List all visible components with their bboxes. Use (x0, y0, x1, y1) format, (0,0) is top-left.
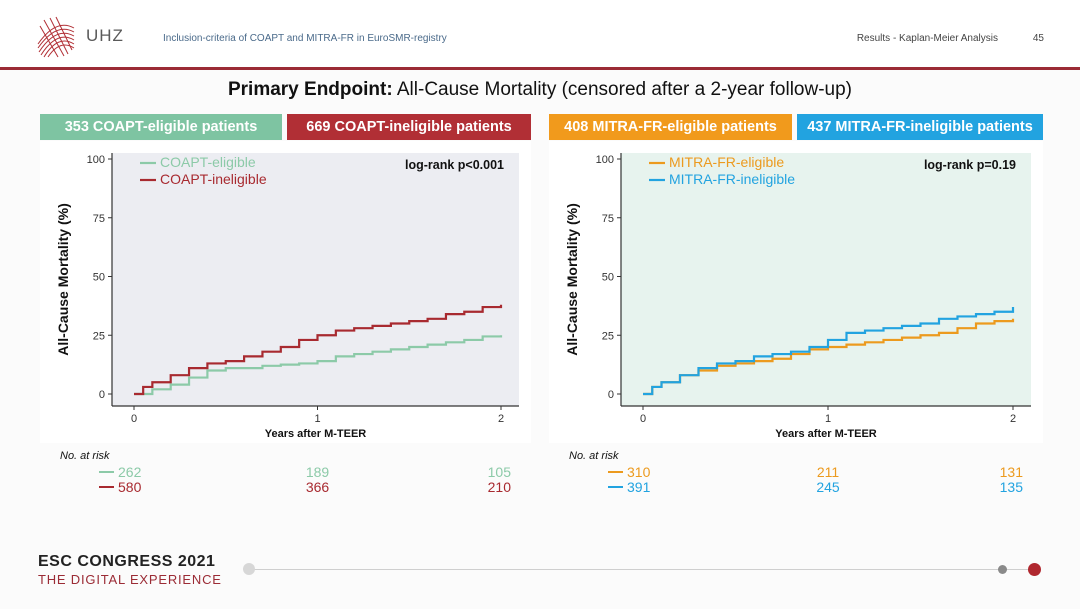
chart1-x-axis-label: Years after M-TEER (775, 428, 877, 440)
chart1-y-tick-label: 25 (602, 330, 614, 342)
risk0-value: 210 (488, 479, 512, 495)
chart0-legend-label-1: COAPT-ineligible (160, 171, 267, 187)
chart1-y-axis-label: All-Cause Mortality (%) (564, 203, 580, 355)
chart1-y-tick-label: 50 (602, 272, 614, 284)
risk-table-mitra: No. at risk 310 211 131 391 245 135 (569, 450, 1024, 495)
footer-congress: ESC CONGRESS 2021 (38, 553, 216, 570)
risk1-value: 135 (1000, 479, 1024, 495)
chart1-y-tick-label: 75 (602, 213, 614, 225)
chart1-x-tick-label: 0 (640, 413, 646, 425)
slide-title: Primary Endpoint: All-Cause Mortality (c… (0, 79, 1080, 101)
badge-coapt-ineligible: 669 COAPT-ineligible patients (287, 114, 531, 140)
chart0-plot-area (112, 153, 519, 406)
header-rule (0, 67, 1080, 70)
chart-panel-mitra: 0 25 50 75 100 0 1 2 Years after M-TEER All-Cause… (549, 141, 1043, 443)
uhz-logo-icon (37, 16, 75, 58)
risk0-value: 366 (306, 479, 330, 495)
progress-end-dot[interactable] (1028, 563, 1041, 576)
chart1-x-tick-label: 1 (825, 413, 831, 425)
chart0-series-line-0 (134, 335, 503, 396)
chart0-x-tick-label: 0 (131, 413, 137, 425)
chart0-legend-label-0: COAPT-eligible (160, 154, 256, 170)
title-rest: All-Cause Mortality (censored after a 2-… (392, 79, 853, 100)
risk0-label: No. at risk (60, 450, 110, 462)
logo-text: UHZ (86, 26, 124, 45)
chart1-y-tick-label: 0 (608, 389, 614, 401)
chart0-x-tick-label: 2 (498, 413, 504, 425)
chart0-y-tick-label: 25 (93, 330, 105, 342)
title-bold: Primary Endpoint: (227, 79, 393, 100)
chart1-logrank-annotation: log-rank p=0.19 (924, 158, 1016, 172)
chart-panel-coapt: 0 25 50 75 100 0 1 2 Years after M-TEER All-Cause… (40, 141, 531, 443)
chart0-y-tick-label: 75 (93, 213, 105, 225)
chart0-y-axis-label: All-Cause Mortality (%) (55, 203, 71, 355)
risk0-value: 580 (118, 479, 142, 495)
slide-header: UHZ Inclusion-criteria of COAPT and MITR… (0, 0, 1080, 70)
risk0-value: 189 (306, 464, 330, 480)
footer-experience: THE DIGITAL EXPERIENCE (38, 572, 222, 587)
chart1-series-line-1 (643, 307, 1015, 396)
km-chart-coapt: 0 25 50 75 100 0 1 2 Years after M-TEER All-Cause… (55, 153, 519, 440)
chart0-logrank-annotation: log-rank p<0.001 (405, 158, 504, 172)
badge-mitra-ineligible: 437 MITRA-FR-ineligible patients (797, 114, 1043, 140)
chart0-x-tick-label: 1 (314, 413, 320, 425)
progress-mid-dot (998, 565, 1007, 574)
risk1-value: 391 (627, 479, 651, 495)
chart0-y-tick-label: 50 (93, 272, 105, 284)
badge-coapt-eligible: 353 COAPT-eligible patients (40, 114, 282, 140)
risk0-value: 262 (118, 464, 142, 480)
chart0-y-tick-label: 0 (99, 389, 105, 401)
progress-track (250, 569, 1030, 570)
chart1-legend-label-0: MITRA-FR-eligible (669, 154, 784, 170)
km-chart-mitra: 0 25 50 75 100 0 1 2 Years after M-TEER All-Cause… (564, 153, 1031, 440)
chart1-legend-label-1: MITRA-FR-ineligible (669, 171, 795, 187)
header-section: Results - Kaplan-Meier Analysis (856, 33, 998, 44)
page-number: 45 (1032, 33, 1044, 44)
risk1-value: 131 (1000, 464, 1024, 480)
chart0-x-axis-label: Years after M-TEER (265, 428, 367, 440)
risk1-value: 310 (627, 464, 651, 480)
chart0-series-line-1 (134, 304, 503, 396)
chart0-y-tick-label: 100 (87, 154, 105, 166)
risk1-value: 211 (817, 464, 840, 480)
risk0-value: 105 (488, 464, 512, 480)
risk-table-coapt: No. at risk 262 189 105 580 366 210 (60, 450, 512, 495)
chart1-x-tick-label: 2 (1010, 413, 1016, 425)
badge-mitra-eligible: 408 MITRA-FR-eligible patients (549, 114, 792, 140)
chart1-y-tick-label: 100 (596, 154, 614, 166)
header-subtitle: Inclusion-criteria of COAPT and MITRA-FR… (163, 33, 447, 44)
progress-start-dot (243, 563, 255, 575)
chart1-plot-area (621, 153, 1031, 406)
risk1-label: No. at risk (569, 450, 619, 462)
risk1-value: 245 (816, 479, 840, 495)
